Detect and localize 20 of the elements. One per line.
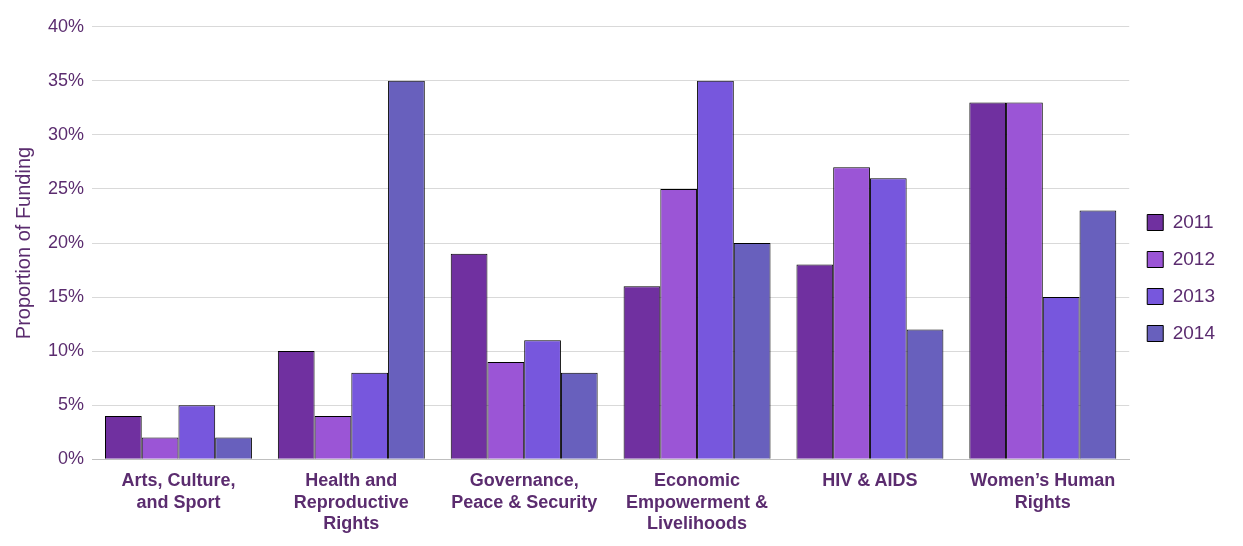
y-tick-label: 5% [58,394,85,415]
y-tick-label: 15% [48,286,85,307]
x-tick-label: Women’s Human Rights [970,469,1116,512]
y-tick-label: 35% [48,69,85,90]
x-tick-label: Health and Reproductive Rights [293,469,409,534]
y-tick-label: 20% [48,231,85,252]
x-tick-label: Governance, Peace & Security [451,469,598,512]
y-axis-title: Proportion of Funding [11,146,34,340]
x-tick-label: HIV & AIDS [822,469,918,490]
y-tick-label: 25% [48,177,85,198]
legend-label: 2011 [1172,210,1214,232]
y-tick-label: 40% [48,15,85,36]
x-tick-label: Arts, Culture, and Sport [121,469,236,512]
legend-label: 2014 [1172,321,1216,343]
y-tick-label: 10% [48,340,85,361]
y-tick-label: 0% [58,448,85,469]
legend-label: 2013 [1172,284,1216,306]
legend-label: 2012 [1172,247,1216,269]
x-tick-label: Economic Empowerment & Livelihoods [626,469,769,534]
y-tick-label: 30% [48,123,85,144]
